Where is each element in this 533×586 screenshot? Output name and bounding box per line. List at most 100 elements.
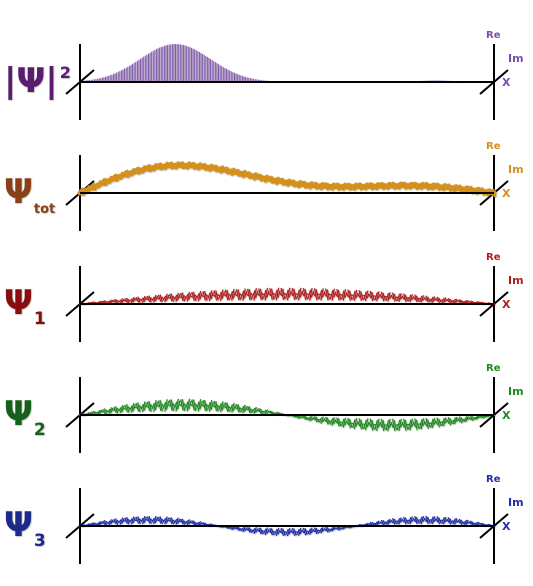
helix-stroke (368, 421, 372, 428)
helix-stroke (369, 290, 374, 302)
helix-stroke (168, 399, 173, 411)
helix-stroke (180, 518, 184, 525)
wave-psi3 (78, 515, 496, 537)
helix-stroke (423, 296, 428, 302)
helix-stroke (307, 528, 312, 535)
helix-stroke (391, 292, 396, 302)
helix-stroke (469, 520, 474, 526)
helix-stroke (132, 403, 136, 412)
helix-stroke (301, 529, 305, 534)
helix-stroke (148, 400, 152, 412)
helix-stroke (129, 405, 133, 411)
helix-stroke (420, 295, 425, 303)
helix-stroke (398, 418, 402, 432)
helix-stroke (199, 292, 203, 300)
helix-stroke (197, 399, 202, 412)
helix-stroke (107, 300, 111, 304)
helix-stroke (126, 516, 130, 525)
helix-stroke (345, 292, 350, 298)
helix-stroke (148, 515, 152, 525)
helix-stroke (197, 290, 202, 302)
axis-re-label: Re (486, 30, 501, 41)
helix-stroke (417, 519, 421, 521)
helix-stroke (401, 518, 405, 523)
helix-stroke (234, 292, 238, 297)
helix-stroke (295, 292, 299, 296)
helix-stroke (415, 295, 420, 302)
helix-stroke (148, 295, 152, 303)
helix-stroke (306, 417, 310, 419)
helix-stroke (270, 528, 275, 536)
helix-stroke (334, 527, 338, 530)
helix-stroke (137, 402, 141, 413)
helix-stroke (191, 291, 195, 301)
helix-stroke (167, 403, 171, 407)
helix-stroke (146, 516, 151, 524)
helix-stroke (180, 292, 184, 302)
helix-stroke (235, 526, 240, 531)
helix-stroke (309, 287, 313, 301)
helix-stroke (318, 527, 323, 533)
helix-stroke (201, 294, 205, 298)
axis-re-label: Re (486, 141, 501, 152)
helix-stroke (418, 516, 423, 524)
helix-stroke (275, 527, 280, 537)
helix-stroke (153, 294, 157, 303)
helix-stroke (326, 289, 331, 300)
helix-stroke (143, 402, 148, 411)
helix-stroke (440, 519, 443, 522)
panel-psi1: Re Im X Ψ1 (4, 252, 524, 342)
helix-stroke (255, 408, 259, 413)
helix-stroke (412, 421, 417, 428)
helix-stroke (184, 520, 189, 525)
helix-stroke (451, 300, 454, 302)
helix-stroke (151, 296, 155, 302)
helix-stroke (113, 406, 117, 414)
helix-stroke (468, 416, 472, 421)
helix-stroke (145, 519, 149, 521)
helix-stroke (98, 409, 103, 415)
helix-stroke (317, 418, 321, 421)
helix-stroke (451, 419, 455, 422)
helix-stroke (137, 296, 141, 303)
helix-stroke (302, 527, 307, 536)
axis-im-label: Im (508, 274, 524, 287)
helix-stroke (460, 417, 464, 423)
axis-x-label: X (502, 76, 511, 89)
axis-im-label: Im (508, 52, 524, 65)
helix-stroke (213, 290, 218, 301)
helix-stroke (309, 527, 313, 535)
helix-stroke (454, 298, 458, 304)
helix-stroke (181, 518, 186, 525)
helix-stroke (304, 415, 308, 421)
helix-stroke (196, 401, 200, 410)
helix-stroke (325, 288, 329, 301)
helix-stroke (123, 407, 126, 410)
helix-stroke (242, 526, 246, 533)
helix-stroke (108, 407, 113, 414)
helix-stroke (396, 293, 401, 302)
helix-stroke (348, 418, 353, 428)
helix-stroke (336, 288, 340, 301)
helix-stroke (118, 519, 122, 524)
helix-stroke (325, 416, 329, 425)
helix-stroke (256, 409, 260, 413)
helix-stroke (199, 401, 203, 410)
helix-stroke (140, 297, 144, 302)
helix-stroke (156, 519, 160, 522)
helix-stroke (259, 527, 264, 535)
helix-stroke (219, 401, 224, 413)
helix-stroke (423, 420, 428, 427)
helix-stroke (153, 515, 157, 525)
helix-stroke (218, 291, 222, 299)
axis-im-label: Im (508, 385, 524, 398)
helix-stroke (196, 292, 200, 300)
helix-stroke (162, 401, 167, 409)
helix-stroke (178, 295, 182, 299)
helix-stroke (446, 518, 450, 524)
helix-stroke (258, 527, 262, 535)
helix-stroke (286, 287, 291, 301)
helix-stroke (379, 293, 383, 299)
helix-stroke (268, 411, 271, 414)
helix-stroke (438, 517, 442, 524)
